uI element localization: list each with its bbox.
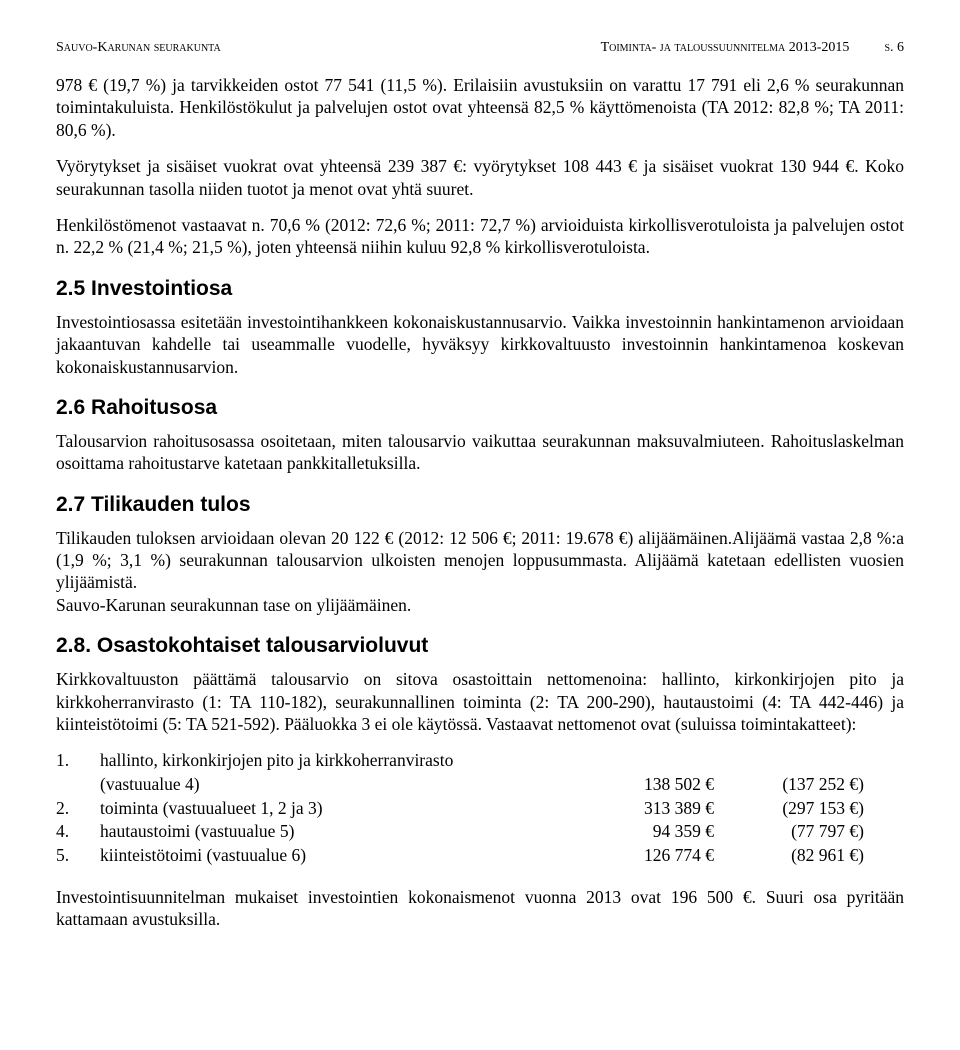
heading-2-5: 2.5 Investointiosa (56, 277, 904, 301)
row-number: 2. (56, 797, 100, 821)
paragraph-6: Tilikauden tuloksen arvioidaan olevan 20… (56, 527, 904, 594)
row-number: 4. (56, 820, 100, 844)
row-label: (vastuualue 4) (100, 773, 574, 797)
row-value: 126 774 € (574, 844, 714, 868)
heading-2-8: 2.8. Osastokohtaiset talousarvioluvut (56, 634, 904, 658)
paragraph-8: Kirkkovaltuuston päättämä talousarvio on… (56, 668, 904, 735)
row-value2 (714, 749, 864, 773)
row-value2: (82 961 €) (714, 844, 864, 868)
table-row: 1. hallinto, kirkonkirjojen pito ja kirk… (56, 749, 904, 773)
page-header: Sauvo-Karunan seurakunta Toiminta- ja ta… (56, 40, 904, 56)
heading-2-7: 2.7 Tilikauden tulos (56, 493, 904, 517)
paragraph-7: Sauvo-Karunan seurakunnan tase on ylijää… (56, 594, 904, 616)
row-number: 5. (56, 844, 100, 868)
table-row: 4. hautaustoimi (vastuualue 5) 94 359 € … (56, 820, 904, 844)
header-right-wrap: Toiminta- ja taloussuunnitelma 2013-2015… (601, 40, 904, 56)
row-value: 94 359 € (574, 820, 714, 844)
budget-table: 1. hallinto, kirkonkirjojen pito ja kirk… (56, 749, 904, 867)
paragraph-1: 978 € (19,7 %) ja tarvikkeiden ostot 77 … (56, 74, 904, 141)
paragraph-3: Henkilöstömenot vastaavat n. 70,6 % (201… (56, 214, 904, 259)
row-number (56, 773, 100, 797)
document-page: Sauvo-Karunan seurakunta Toiminta- ja ta… (0, 0, 960, 984)
row-value2: (137 252 €) (714, 773, 864, 797)
row-value2: (77 797 €) (714, 820, 864, 844)
table-row: (vastuualue 4) 138 502 € (137 252 €) (56, 773, 904, 797)
row-label: hallinto, kirkonkirjojen pito ja kirkkoh… (100, 749, 574, 773)
row-label: toiminta (vastuualueet 1, 2 ja 3) (100, 797, 574, 821)
paragraph-2: Vyörytykset ja sisäiset vuokrat ovat yht… (56, 155, 904, 200)
header-page: s. 6 (884, 40, 904, 55)
header-left: Sauvo-Karunan seurakunta (56, 40, 221, 56)
row-value2: (297 153 €) (714, 797, 864, 821)
row-label: hautaustoimi (vastuualue 5) (100, 820, 574, 844)
table-row: 2. toiminta (vastuualueet 1, 2 ja 3) 313… (56, 797, 904, 821)
paragraph-4: Investointiosassa esitetään investointih… (56, 311, 904, 378)
row-value: 313 389 € (574, 797, 714, 821)
row-label: kiinteistötoimi (vastuualue 6) (100, 844, 574, 868)
table-row: 5. kiinteistötoimi (vastuualue 6) 126 77… (56, 844, 904, 868)
row-value: 138 502 € (574, 773, 714, 797)
header-right: Toiminta- ja taloussuunnitelma 2013-2015 (601, 40, 850, 55)
row-value (574, 749, 714, 773)
paragraph-5: Talousarvion rahoitusosassa osoitetaan, … (56, 430, 904, 475)
heading-2-6: 2.6 Rahoitusosa (56, 396, 904, 420)
row-number: 1. (56, 749, 100, 773)
paragraph-9: Investointisuunnitelman mukaiset investo… (56, 886, 904, 931)
